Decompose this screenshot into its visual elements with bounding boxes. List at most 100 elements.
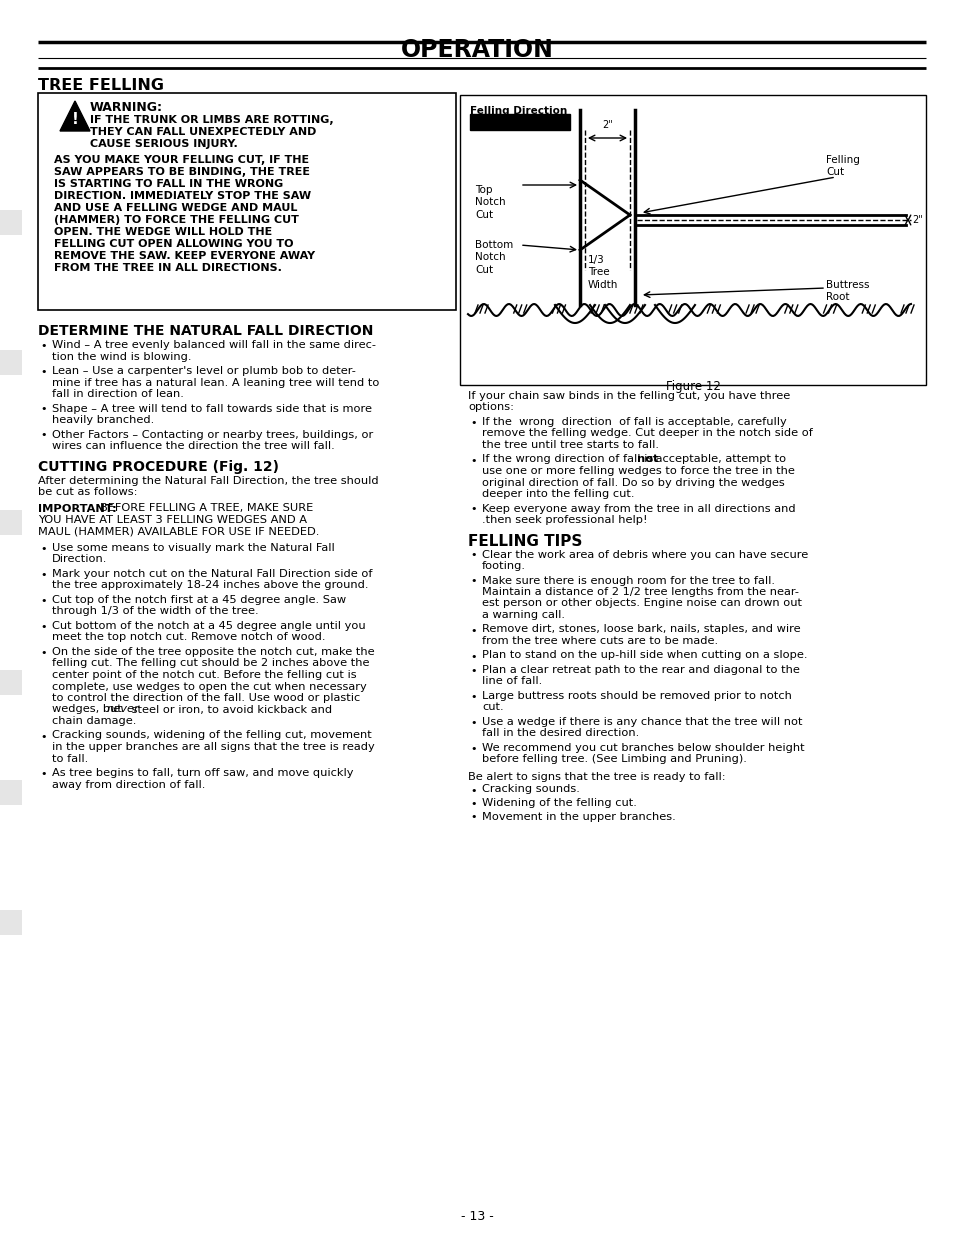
Text: to fall.: to fall. <box>52 754 89 764</box>
Text: IMPORTANT:: IMPORTANT: <box>38 503 116 513</box>
Text: Cracking sounds, widening of the felling cut, movement: Cracking sounds, widening of the felling… <box>52 731 372 740</box>
Text: to control the direction of the fall. Use wood or plastic: to control the direction of the fall. Us… <box>52 694 360 703</box>
Text: If the  wrong  direction  of fall is acceptable, carefully: If the wrong direction of fall is accept… <box>481 417 786 427</box>
Text: •: • <box>470 666 476 676</box>
Text: Cut top of the notch first at a 45 degree angle. Saw: Cut top of the notch first at a 45 degre… <box>52 595 346 605</box>
Text: •: • <box>40 431 47 441</box>
Text: Buttress
Root: Buttress Root <box>825 280 868 302</box>
Text: IF THE TRUNK OR LIMBS ARE ROTTING,: IF THE TRUNK OR LIMBS ARE ROTTING, <box>90 115 334 125</box>
Bar <box>470 114 569 130</box>
Text: use one or more felling wedges to force the tree in the: use one or more felling wedges to force … <box>481 466 794 476</box>
Text: •: • <box>470 505 476 515</box>
Text: Wind – A tree evenly balanced will fall in the same direc-: Wind – A tree evenly balanced will fall … <box>52 341 375 350</box>
Text: wires can influence the direction the tree will fall.: wires can influence the direction the tr… <box>52 441 335 450</box>
Text: THEY CAN FALL UNEXPECTEDLY AND: THEY CAN FALL UNEXPECTEDLY AND <box>90 127 316 137</box>
Bar <box>0 780 22 805</box>
Text: steel or iron, to avoid kickback and: steel or iron, to avoid kickback and <box>128 705 332 714</box>
Text: from the tree where cuts are to be made.: from the tree where cuts are to be made. <box>481 636 718 647</box>
Text: est person or other objects. Engine noise can drown out: est person or other objects. Engine nois… <box>481 598 801 608</box>
Text: not: not <box>636 454 658 464</box>
Text: before felling tree. (See Limbing and Pruning).: before felling tree. (See Limbing and Pr… <box>481 754 746 765</box>
Text: line of fall.: line of fall. <box>481 676 541 686</box>
Text: chain damage.: chain damage. <box>52 716 136 726</box>
Text: AND USE A FELLING WEDGE AND MAUL: AND USE A FELLING WEDGE AND MAUL <box>54 204 297 213</box>
Text: CAUSE SERIOUS INJURY.: CAUSE SERIOUS INJURY. <box>90 139 237 149</box>
Text: IS STARTING TO FALL IN THE WRONG: IS STARTING TO FALL IN THE WRONG <box>54 179 283 189</box>
Text: center point of the notch cut. Before the felling cut is: center point of the notch cut. Before th… <box>52 670 356 680</box>
Bar <box>0 210 22 234</box>
Text: mine if tree has a natural lean. A leaning tree will tend to: mine if tree has a natural lean. A leani… <box>52 378 379 387</box>
Text: tion the wind is blowing.: tion the wind is blowing. <box>52 352 192 362</box>
Text: •: • <box>470 812 476 823</box>
Text: •: • <box>40 648 47 658</box>
Text: in the upper branches are all signs that the tree is ready: in the upper branches are all signs that… <box>52 742 375 752</box>
Text: •: • <box>470 576 476 586</box>
Text: •: • <box>470 718 476 728</box>
Text: fall in direction of lean.: fall in direction of lean. <box>52 389 184 399</box>
Text: TREE FELLING: TREE FELLING <box>38 78 164 93</box>
Text: Use a wedge if there is any chance that the tree will not: Use a wedge if there is any chance that … <box>481 717 801 727</box>
Text: original direction of fall. Do so by driving the wedges: original direction of fall. Do so by dri… <box>481 478 784 487</box>
Text: YOU HAVE AT LEAST 3 FELLING WEDGES AND A: YOU HAVE AT LEAST 3 FELLING WEDGES AND A <box>38 515 307 524</box>
Text: •: • <box>40 570 47 580</box>
Text: Bottom
Notch
Cut: Bottom Notch Cut <box>475 239 513 275</box>
Text: meet the top notch cut. Remove notch of wood.: meet the top notch cut. Remove notch of … <box>52 633 325 643</box>
Text: If the wrong direction of fall is: If the wrong direction of fall is <box>481 454 657 464</box>
Text: acceptable, attempt to: acceptable, attempt to <box>651 454 785 464</box>
Text: Cut bottom of the notch at a 45 degree angle until you: Cut bottom of the notch at a 45 degree a… <box>52 621 365 631</box>
Text: Make sure there is enough room for the tree to fall.: Make sure there is enough room for the t… <box>481 575 774 585</box>
Text: remove the felling wedge. Cut deeper in the notch side of: remove the felling wedge. Cut deeper in … <box>481 428 812 438</box>
Text: FELLING CUT OPEN ALLOWING YOU TO: FELLING CUT OPEN ALLOWING YOU TO <box>54 239 294 249</box>
Text: Other Factors – Contacting or nearby trees, buildings, or: Other Factors – Contacting or nearby tre… <box>52 429 373 439</box>
Text: Top
Notch
Cut: Top Notch Cut <box>475 185 505 220</box>
Text: Mark your notch cut on the Natural Fall Direction side of: Mark your notch cut on the Natural Fall … <box>52 569 372 579</box>
Text: •: • <box>40 596 47 606</box>
Bar <box>459 95 925 385</box>
Text: REMOVE THE SAW. KEEP EVERYONE AWAY: REMOVE THE SAW. KEEP EVERYONE AWAY <box>54 251 314 262</box>
Text: FELLING TIPS: FELLING TIPS <box>468 533 581 548</box>
Text: Felling
Cut: Felling Cut <box>825 155 859 178</box>
Text: •: • <box>470 626 476 636</box>
Text: •: • <box>470 786 476 796</box>
Text: Keep everyone away from the tree in all directions and: Keep everyone away from the tree in all … <box>481 503 795 513</box>
Text: !: ! <box>71 111 78 127</box>
Text: .then seek professional help!: .then seek professional help! <box>481 515 647 524</box>
Text: OPEN. THE WEDGE WILL HOLD THE: OPEN. THE WEDGE WILL HOLD THE <box>54 227 272 237</box>
Text: Use some means to visually mark the Natural Fall: Use some means to visually mark the Natu… <box>52 543 335 553</box>
Text: away from direction of fall.: away from direction of fall. <box>52 780 205 790</box>
Text: •: • <box>470 550 476 560</box>
Bar <box>38 93 456 310</box>
Bar <box>0 670 22 695</box>
Text: complete, use wedges to open the cut when necessary: complete, use wedges to open the cut whe… <box>52 681 366 691</box>
Text: footing.: footing. <box>481 561 525 571</box>
Text: MAUL (HAMMER) AVAILABLE FOR USE IF NEEDED.: MAUL (HAMMER) AVAILABLE FOR USE IF NEEDE… <box>38 527 319 537</box>
Text: Lean – Use a carpenter's level or plumb bob to deter-: Lean – Use a carpenter's level or plumb … <box>52 366 355 376</box>
Text: heavily branched.: heavily branched. <box>52 415 154 424</box>
Text: •: • <box>470 798 476 810</box>
Polygon shape <box>60 101 90 131</box>
Text: OPERATION: OPERATION <box>400 38 553 62</box>
Text: Plan a clear retreat path to the rear and diagonal to the: Plan a clear retreat path to the rear an… <box>481 665 799 675</box>
Text: through 1/3 of the width of the tree.: through 1/3 of the width of the tree. <box>52 606 258 617</box>
Text: Clear the work area of debris where you can have secure: Clear the work area of debris where you … <box>481 549 807 559</box>
Text: •: • <box>470 418 476 428</box>
Text: Cracking sounds.: Cracking sounds. <box>481 785 579 795</box>
Text: Widening of the felling cut.: Widening of the felling cut. <box>481 798 637 808</box>
Text: •: • <box>40 622 47 632</box>
Text: Plan to stand on the up-hill side when cutting on a slope.: Plan to stand on the up-hill side when c… <box>481 650 806 660</box>
Text: Felling Direction: Felling Direction <box>470 106 567 116</box>
Text: On the side of the tree opposite the notch cut, make the: On the side of the tree opposite the not… <box>52 647 375 656</box>
Text: •: • <box>40 732 47 742</box>
Text: 2": 2" <box>601 120 612 130</box>
Text: CUTTING PROCEDURE (Fig. 12): CUTTING PROCEDURE (Fig. 12) <box>38 460 278 475</box>
Text: BEFORE FELLING A TREE, MAKE SURE: BEFORE FELLING A TREE, MAKE SURE <box>100 503 313 513</box>
Text: the tree approximately 18-24 inches above the ground.: the tree approximately 18-24 inches abov… <box>52 580 368 591</box>
Text: •: • <box>40 341 47 350</box>
Text: •: • <box>40 366 47 378</box>
Text: •: • <box>40 405 47 415</box>
Text: Maintain a distance of 2 1/2 tree lengths from the near-: Maintain a distance of 2 1/2 tree length… <box>481 587 799 597</box>
Text: WARNING:: WARNING: <box>90 101 163 114</box>
Text: We recommend you cut branches below shoulder height: We recommend you cut branches below shou… <box>481 743 803 753</box>
Text: FROM THE TREE IN ALL DIRECTIONS.: FROM THE TREE IN ALL DIRECTIONS. <box>54 263 281 273</box>
Text: Remove dirt, stones, loose bark, nails, staples, and wire: Remove dirt, stones, loose bark, nails, … <box>481 624 800 634</box>
